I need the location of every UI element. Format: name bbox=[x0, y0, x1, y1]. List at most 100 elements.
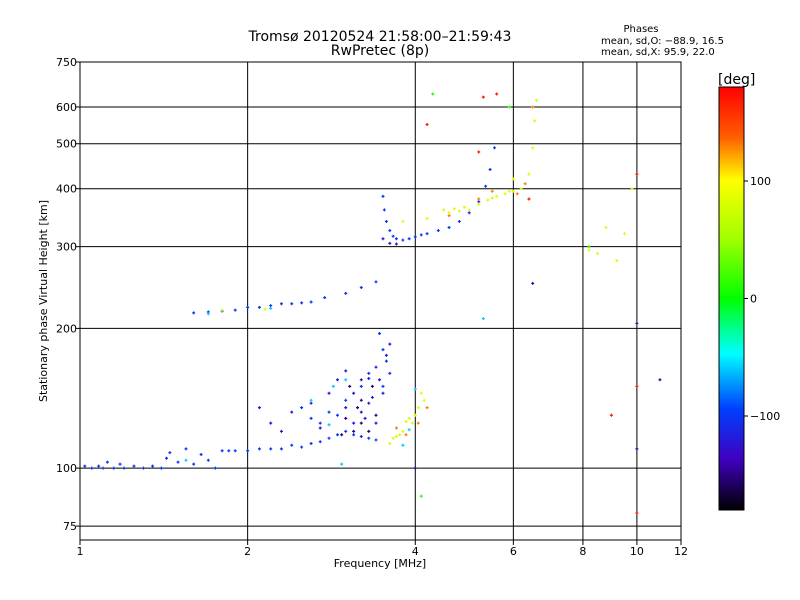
data-point bbox=[370, 384, 374, 388]
data-point bbox=[452, 207, 456, 211]
data-point bbox=[384, 353, 388, 357]
data-point bbox=[447, 214, 451, 218]
data-point bbox=[609, 413, 613, 417]
data-point bbox=[141, 466, 145, 470]
data-point bbox=[447, 211, 451, 215]
data-point bbox=[419, 494, 423, 498]
data-point bbox=[97, 464, 101, 468]
y-tick-label: 300 bbox=[56, 241, 77, 254]
data-point bbox=[359, 410, 363, 414]
x-tick-label: 6 bbox=[510, 545, 517, 558]
data-point bbox=[394, 237, 398, 241]
data-point bbox=[381, 194, 385, 198]
data-point bbox=[327, 423, 331, 427]
data-point bbox=[300, 406, 304, 410]
data-point bbox=[300, 445, 304, 449]
data-point bbox=[658, 378, 662, 382]
data-point bbox=[457, 209, 461, 213]
data-point bbox=[344, 416, 348, 420]
data-point bbox=[635, 511, 639, 515]
data-point bbox=[348, 384, 352, 388]
data-point bbox=[184, 447, 188, 451]
data-point bbox=[481, 317, 485, 321]
data-point bbox=[323, 296, 327, 300]
data-point bbox=[290, 443, 294, 447]
data-point bbox=[112, 466, 116, 470]
data-point bbox=[336, 413, 340, 417]
data-point bbox=[263, 307, 267, 311]
data-point bbox=[447, 225, 451, 229]
data-point bbox=[367, 401, 371, 405]
data-point bbox=[105, 460, 109, 464]
data-point bbox=[327, 391, 331, 395]
data-point bbox=[220, 308, 224, 312]
x-tick-label: 1 bbox=[77, 545, 84, 558]
data-point bbox=[352, 429, 356, 433]
data-point bbox=[344, 291, 348, 295]
data-point bbox=[359, 378, 363, 382]
data-point bbox=[257, 447, 261, 451]
y-tick-label: 75 bbox=[63, 520, 77, 533]
colorbar-tick-label: 0 bbox=[750, 293, 757, 306]
data-point bbox=[83, 464, 87, 468]
data-point bbox=[488, 167, 492, 171]
data-point bbox=[531, 105, 535, 109]
data-point bbox=[206, 312, 210, 316]
data-point bbox=[388, 441, 392, 445]
data-point bbox=[401, 238, 405, 242]
data-point bbox=[381, 384, 385, 388]
data-point bbox=[425, 123, 429, 127]
data-point bbox=[344, 398, 348, 402]
data-point bbox=[484, 184, 488, 188]
data-point bbox=[374, 438, 378, 442]
data-point bbox=[615, 259, 619, 263]
data-point bbox=[374, 280, 378, 284]
data-point bbox=[359, 384, 363, 388]
data-point bbox=[404, 433, 408, 437]
data-point bbox=[363, 416, 367, 420]
data-point bbox=[159, 466, 163, 470]
data-point bbox=[422, 398, 426, 402]
data-point bbox=[309, 441, 313, 445]
data-point bbox=[257, 406, 261, 410]
data-point bbox=[495, 92, 499, 96]
data-point bbox=[318, 426, 322, 430]
data-point bbox=[269, 306, 273, 310]
y-axis-ticks: 75 100 200 300 400 500 600 750 bbox=[56, 56, 80, 533]
data-point bbox=[407, 237, 411, 241]
data-point bbox=[122, 466, 126, 470]
x-tick-label: 10 bbox=[630, 545, 644, 558]
data-point bbox=[367, 429, 371, 433]
data-point bbox=[384, 359, 388, 363]
colorbar-tick-label: 100 bbox=[750, 175, 771, 188]
data-point bbox=[233, 449, 237, 453]
data-point bbox=[635, 321, 639, 325]
data-point bbox=[279, 429, 283, 433]
data-point bbox=[356, 406, 360, 410]
data-point bbox=[378, 378, 382, 382]
data-point bbox=[279, 302, 283, 306]
data-point bbox=[344, 369, 348, 373]
data-point bbox=[477, 202, 481, 206]
data-point bbox=[410, 421, 414, 425]
data-point bbox=[604, 225, 608, 229]
data-point bbox=[492, 146, 496, 150]
data-point bbox=[533, 119, 537, 123]
data-point bbox=[367, 436, 371, 440]
data-point bbox=[101, 466, 105, 470]
data-point bbox=[401, 443, 405, 447]
data-point bbox=[413, 466, 417, 470]
data-point bbox=[398, 433, 402, 437]
data-point bbox=[352, 421, 356, 425]
x-tick-label: 4 bbox=[412, 545, 419, 558]
data-point bbox=[290, 410, 294, 414]
data-point bbox=[490, 196, 494, 200]
data-point bbox=[531, 146, 535, 150]
data-point bbox=[309, 401, 313, 405]
data-point bbox=[467, 211, 471, 215]
data-point bbox=[233, 308, 237, 312]
data-point bbox=[381, 237, 385, 241]
data-point bbox=[359, 434, 363, 438]
data-point bbox=[481, 95, 485, 99]
data-point bbox=[168, 451, 172, 455]
